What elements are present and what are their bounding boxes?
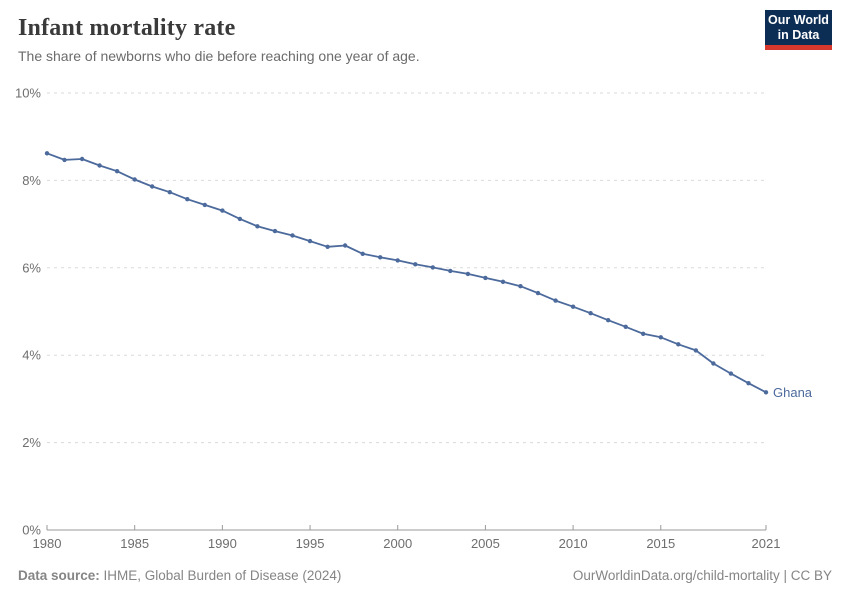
data-point: [465, 271, 471, 277]
data-point: [342, 243, 348, 248]
y-tick-label: 4%: [22, 348, 41, 363]
data-point: [658, 335, 663, 340]
data-point: [79, 156, 85, 162]
data-point: [588, 311, 593, 316]
data-point: [114, 169, 120, 174]
data-point: [185, 197, 190, 202]
data-point: [606, 318, 611, 323]
x-tick-label: 2015: [646, 536, 675, 551]
data-point: [535, 290, 541, 296]
data-point: [623, 324, 628, 329]
x-tick-label: 2000: [383, 536, 412, 551]
y-tick-label: 8%: [22, 173, 41, 188]
x-tick-label: 1985: [120, 536, 149, 551]
data-point: [676, 342, 681, 347]
x-tick-label: 1990: [208, 536, 237, 551]
page-title: Infant mortality rate: [18, 15, 236, 41]
data-point: [307, 238, 313, 244]
data-point: [763, 390, 769, 395]
data-point: [641, 331, 646, 336]
data-point: [430, 265, 435, 270]
chart-footer: Data source: IHME, Global Burden of Dise…: [18, 568, 832, 583]
data-point: [728, 371, 734, 376]
data-point: [395, 258, 400, 263]
y-tick-label: 10%: [15, 86, 41, 101]
data-point: [202, 202, 207, 208]
credit-link[interactable]: OurWorldinData.org/child-mortality | CC …: [572, 568, 832, 583]
series-label-ghana: Ghana: [773, 385, 813, 400]
x-tick-label: 1980: [33, 536, 62, 551]
x-tick-label: 1995: [296, 536, 325, 551]
data-point: [167, 190, 172, 195]
data-source-label: Data source:: [18, 568, 100, 583]
owid-logo[interactable]: Our World in Data: [765, 10, 832, 50]
x-tick-label: 2021: [752, 536, 781, 551]
data-point: [360, 251, 365, 256]
data-point: [44, 151, 50, 156]
data-point: [413, 262, 418, 267]
data-point: [746, 381, 751, 386]
data-point: [378, 255, 383, 260]
data-point: [518, 284, 523, 289]
data-point: [325, 244, 330, 249]
data-point: [272, 228, 278, 234]
data-point: [711, 361, 716, 366]
y-tick-label: 2%: [22, 435, 41, 450]
data-point: [220, 208, 225, 213]
data-source-note: Data source: IHME, Global Burden of Dise…: [18, 568, 341, 583]
data-point: [62, 157, 67, 163]
data-source-text: IHME, Global Burden of Disease (2024): [99, 568, 342, 583]
data-point: [483, 275, 488, 281]
data-point: [693, 348, 699, 353]
data-point: [448, 268, 453, 274]
chart-header: Infant mortality rate The share of newbo…: [18, 14, 832, 65]
data-point: [132, 177, 137, 182]
data-point: [290, 233, 295, 238]
x-tick-label: 2005: [471, 536, 500, 551]
chart-subtitle: The share of newborns who die before rea…: [18, 48, 420, 64]
x-tick-label: 2010: [559, 536, 588, 551]
data-point: [255, 224, 260, 229]
data-point: [150, 184, 155, 189]
data-point: [97, 163, 102, 168]
data-line-ghana: [46, 152, 767, 394]
y-tick-label: 0%: [22, 523, 41, 538]
owid-logo-line1: Our World: [768, 13, 829, 27]
data-point: [500, 279, 506, 284]
data-point: [570, 304, 576, 309]
data-point: [237, 216, 243, 222]
y-tick-label: 6%: [22, 260, 41, 275]
owid-logo-line2: in Data: [777, 28, 820, 42]
data-point: [553, 298, 558, 303]
